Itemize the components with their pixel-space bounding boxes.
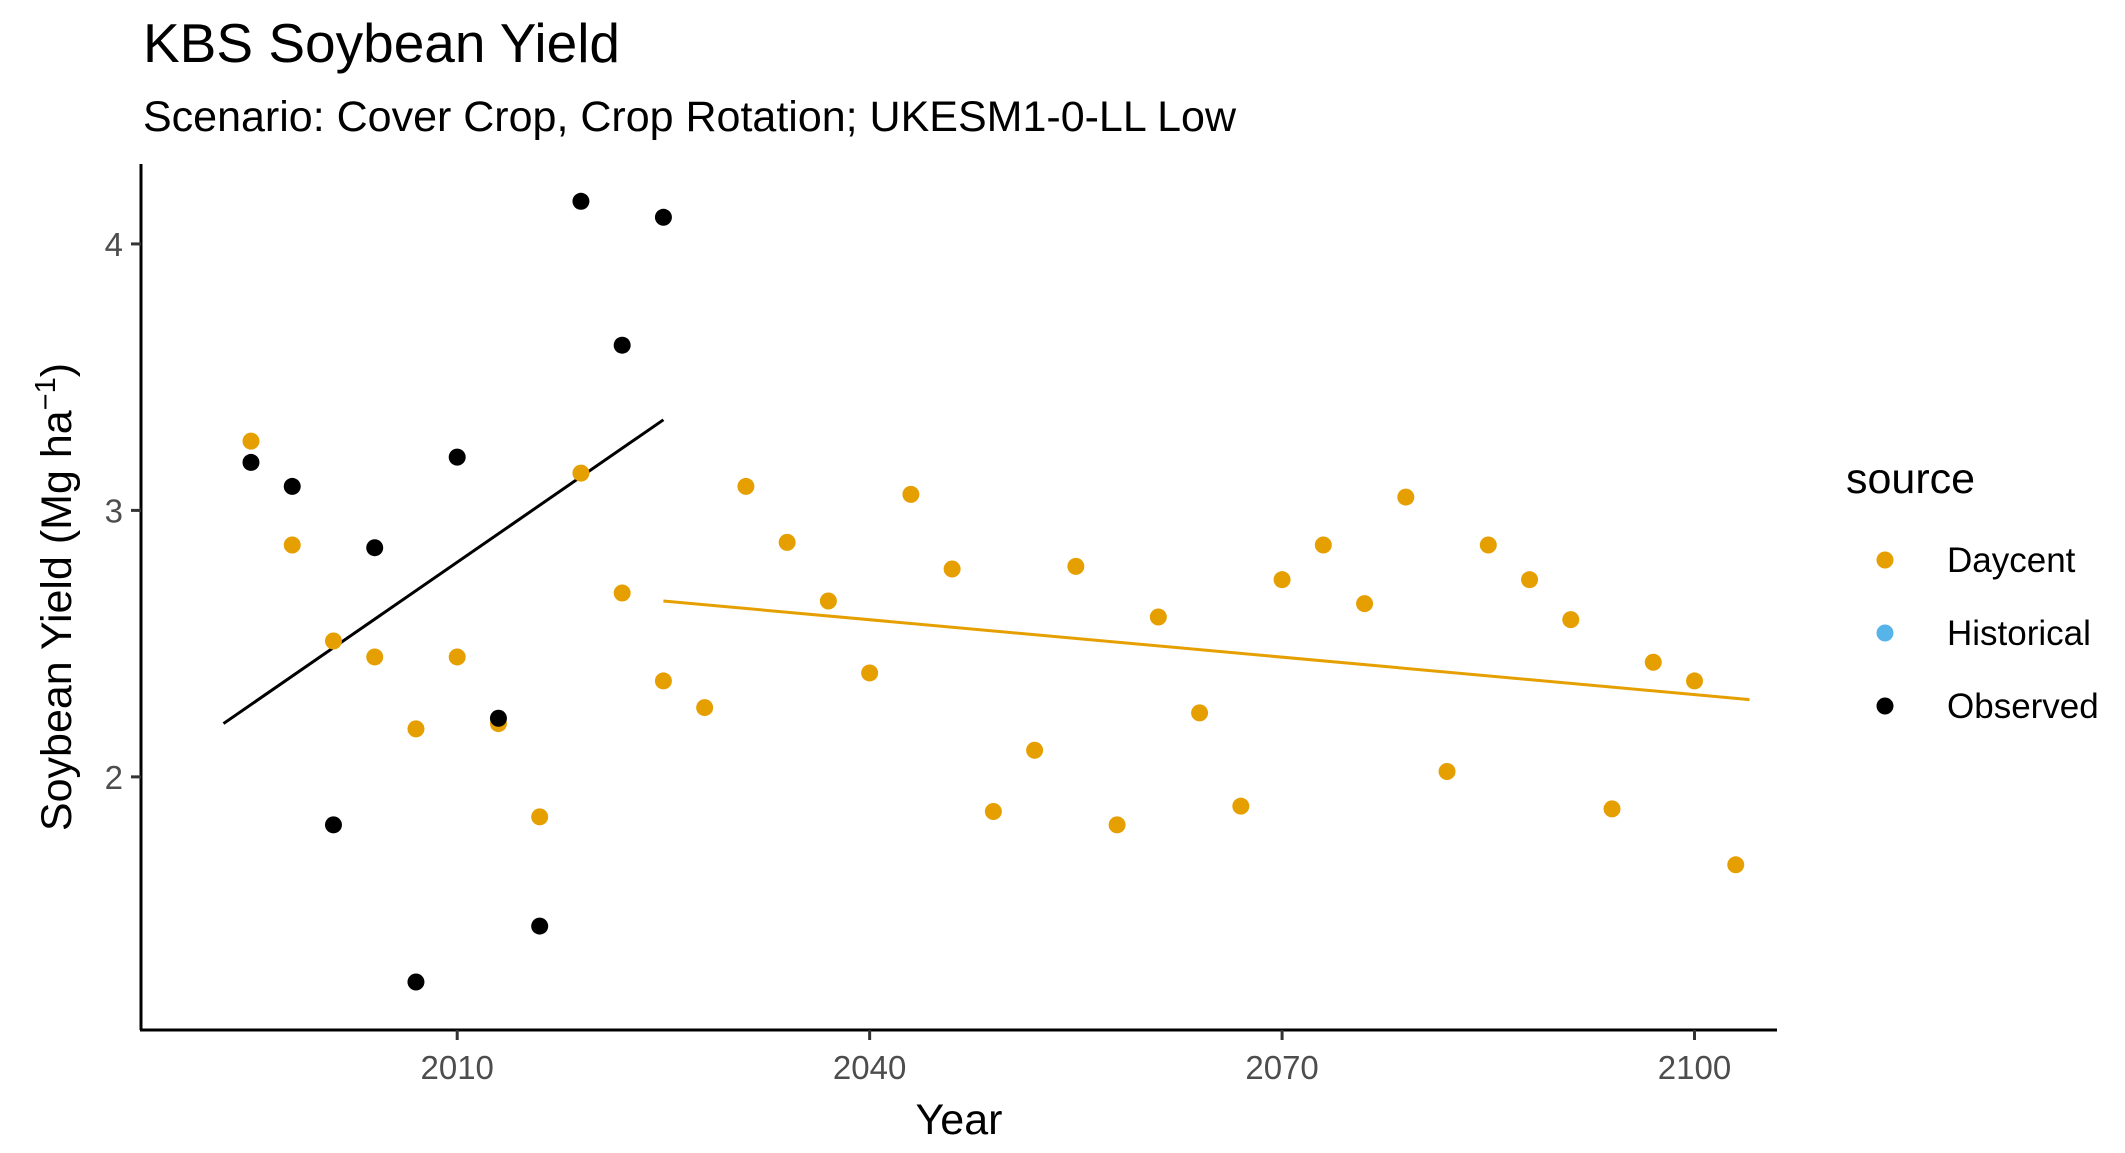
daycent-point <box>1686 672 1704 690</box>
x-tick-label: 2100 <box>1658 1049 1731 1086</box>
daycent-point <box>1314 536 1332 554</box>
daycent-point <box>572 464 590 482</box>
daycent-point <box>984 803 1002 821</box>
daycent-point <box>1727 856 1745 874</box>
daycent-point <box>1067 557 1085 575</box>
daycent-point <box>696 699 714 717</box>
observed-point <box>654 208 672 226</box>
legend-key-observed <box>1876 697 1894 715</box>
observed-point <box>613 336 631 354</box>
chart-title: KBS Soybean Yield <box>143 12 620 74</box>
daycent-point <box>1603 800 1621 818</box>
daycent-point <box>366 648 384 666</box>
legend: Daycent Historical Observed <box>1876 541 2099 726</box>
daycent-point <box>778 533 796 551</box>
daycent-point <box>902 485 920 503</box>
observed-trend-line <box>222 418 665 725</box>
legend-key-historical <box>1876 624 1894 642</box>
y-tick-label: 2 <box>105 759 123 796</box>
daycent-point <box>1356 595 1374 613</box>
observed-point <box>489 709 507 727</box>
legend-title: source <box>1846 455 1975 503</box>
daycent-point <box>1438 763 1456 781</box>
observed-point <box>242 453 260 471</box>
daycent-point <box>242 432 260 450</box>
daycent-point <box>1191 704 1209 722</box>
daycent-point <box>943 560 961 578</box>
daycent-point <box>1108 816 1126 834</box>
daycent-point <box>283 536 301 554</box>
daycent-point <box>1479 536 1497 554</box>
observed-point <box>407 973 425 991</box>
daycent-point <box>1026 741 1044 759</box>
observed-point <box>572 192 590 210</box>
data-points <box>242 192 1745 991</box>
legend-key-daycent <box>1876 551 1894 569</box>
daycent-point <box>1562 611 1580 629</box>
x-axis-title: Year <box>916 1096 1003 1144</box>
y-tick-label: 3 <box>105 492 123 529</box>
legend-label-daycent: Daycent <box>1947 541 2076 580</box>
daycent-point <box>1521 571 1539 589</box>
x-tick-label: 2040 <box>833 1049 906 1086</box>
y-axis-title-superscript: −1 <box>30 377 62 410</box>
legend-label-historical: Historical <box>1947 614 2091 653</box>
y-axis-title-close: ) <box>33 363 81 377</box>
chart-subtitle: Scenario: Cover Crop, Crop Rotation; UKE… <box>143 93 1237 141</box>
x-tick-label: 2010 <box>420 1049 493 1086</box>
daycent-point <box>861 664 879 682</box>
daycent-point <box>737 477 755 495</box>
daycent-point <box>613 584 631 602</box>
y-tick-label: 4 <box>105 226 123 263</box>
observed-point <box>366 539 384 557</box>
daycent-point <box>407 720 425 738</box>
observed-point <box>448 448 466 466</box>
daycent-point <box>1149 608 1167 626</box>
legend-label-observed: Observed <box>1947 687 2099 726</box>
daycent-point <box>324 632 342 650</box>
daycent-point <box>1644 653 1662 671</box>
daycent-point <box>819 592 837 610</box>
daycent-point <box>531 808 549 826</box>
daycent-point <box>1397 488 1415 506</box>
observed-point <box>531 917 549 935</box>
daycent-point <box>1273 571 1291 589</box>
observed-point <box>283 477 301 495</box>
daycent-trend-line <box>663 599 1750 702</box>
axis-ticks: 2010 2040 2070 2100 2 3 4 <box>105 226 1732 1086</box>
trend-lines <box>222 418 1750 725</box>
daycent-point <box>448 648 466 666</box>
y-axis-title-text: Soybean Yield (Mg ha <box>33 410 81 831</box>
daycent-point <box>1232 797 1250 815</box>
x-tick-label: 2070 <box>1245 1049 1318 1086</box>
daycent-point <box>654 672 672 690</box>
y-axis-title: Soybean Yield (Mg ha−1) <box>30 363 81 831</box>
observed-point <box>324 816 342 834</box>
